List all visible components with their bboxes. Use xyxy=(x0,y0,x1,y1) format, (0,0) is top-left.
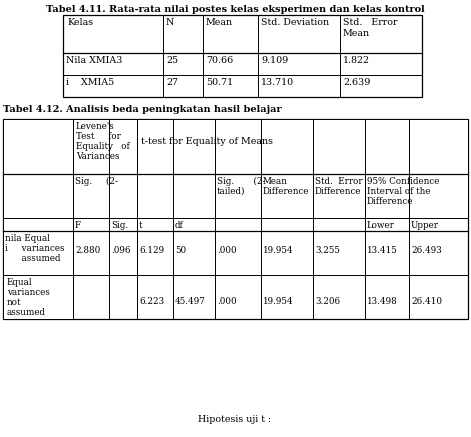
Text: 2.639: 2.639 xyxy=(343,78,370,87)
Text: df: df xyxy=(175,221,184,230)
Text: 70.66: 70.66 xyxy=(206,56,233,65)
Text: Test     for: Test for xyxy=(76,132,121,141)
Text: Variances: Variances xyxy=(76,152,120,161)
Text: t: t xyxy=(139,221,143,230)
Text: Mean: Mean xyxy=(263,177,288,186)
Text: 3.206: 3.206 xyxy=(315,297,340,306)
Text: Upper: Upper xyxy=(411,221,439,230)
Text: 3.255: 3.255 xyxy=(315,246,340,255)
Bar xyxy=(3,119,468,319)
Text: Hipotesis uji t :: Hipotesis uji t : xyxy=(198,415,272,424)
Text: .000: .000 xyxy=(217,246,236,255)
Text: Interval of the: Interval of the xyxy=(367,187,430,196)
Bar xyxy=(3,119,73,319)
Text: 13.498: 13.498 xyxy=(367,297,398,306)
Text: Mean: Mean xyxy=(206,18,233,27)
Text: Equal: Equal xyxy=(7,278,32,287)
Text: Std.   Error: Std. Error xyxy=(343,18,398,27)
Text: Tabel 4.12. Analisis beda peningkatan hasil belajar: Tabel 4.12. Analisis beda peningkatan ha… xyxy=(3,105,282,114)
Text: 2.880: 2.880 xyxy=(75,246,100,255)
Text: Difference: Difference xyxy=(367,197,414,206)
Text: 19.954: 19.954 xyxy=(263,297,293,306)
Text: Std.  Error: Std. Error xyxy=(315,177,363,186)
Text: assumed: assumed xyxy=(5,254,60,263)
Text: N: N xyxy=(166,18,174,27)
Text: Sig.     (2-: Sig. (2- xyxy=(75,177,118,186)
Text: Equality   of: Equality of xyxy=(76,142,130,151)
Text: Nila XMIA3: Nila XMIA3 xyxy=(66,56,122,65)
Text: Lower: Lower xyxy=(367,221,395,230)
Bar xyxy=(63,15,422,97)
Text: 95% Confidence: 95% Confidence xyxy=(367,177,439,186)
Text: 26.410: 26.410 xyxy=(411,297,442,306)
Text: 1.822: 1.822 xyxy=(343,56,370,65)
Text: 50: 50 xyxy=(175,246,186,255)
Text: Tabel 4.11. Rata-rata nilai postes kelas eksperimen dan kelas kontrol: Tabel 4.11. Rata-rata nilai postes kelas… xyxy=(46,5,424,14)
Text: 25: 25 xyxy=(166,56,178,65)
Text: t-test for Equality of Means: t-test for Equality of Means xyxy=(141,137,273,146)
Text: i    XMIA5: i XMIA5 xyxy=(66,78,114,87)
Text: nila Equal: nila Equal xyxy=(5,234,50,243)
Text: 13.415: 13.415 xyxy=(367,246,398,255)
Text: variances: variances xyxy=(7,288,50,297)
Text: 19.954: 19.954 xyxy=(263,246,293,255)
Text: Sig.: Sig. xyxy=(111,221,128,230)
Bar xyxy=(137,119,468,174)
Text: tailed): tailed) xyxy=(217,187,245,196)
Text: 27: 27 xyxy=(166,78,178,87)
Text: 13.710: 13.710 xyxy=(261,78,294,87)
Bar xyxy=(73,187,137,275)
Text: i     variances: i variances xyxy=(5,244,65,253)
Text: Std. Deviation: Std. Deviation xyxy=(261,18,329,27)
Text: not: not xyxy=(7,298,22,307)
Text: .096: .096 xyxy=(111,246,130,255)
Text: .000: .000 xyxy=(217,297,236,306)
Bar xyxy=(73,119,137,174)
Text: 6.129: 6.129 xyxy=(139,246,164,255)
Text: Mean: Mean xyxy=(343,29,370,38)
Text: 50.71: 50.71 xyxy=(206,78,233,87)
Text: 45.497: 45.497 xyxy=(175,297,206,306)
Text: Kelas: Kelas xyxy=(67,18,93,27)
Text: Sig.       (2-: Sig. (2- xyxy=(217,177,266,186)
Text: Difference: Difference xyxy=(263,187,309,196)
Text: 6.223: 6.223 xyxy=(139,297,164,306)
Text: 26.493: 26.493 xyxy=(411,246,442,255)
Text: F: F xyxy=(75,221,81,230)
Text: 9.109: 9.109 xyxy=(261,56,288,65)
Text: assumed: assumed xyxy=(7,308,46,317)
Bar xyxy=(365,174,468,218)
Text: Levene's: Levene's xyxy=(76,122,115,131)
Text: Difference: Difference xyxy=(315,187,362,196)
